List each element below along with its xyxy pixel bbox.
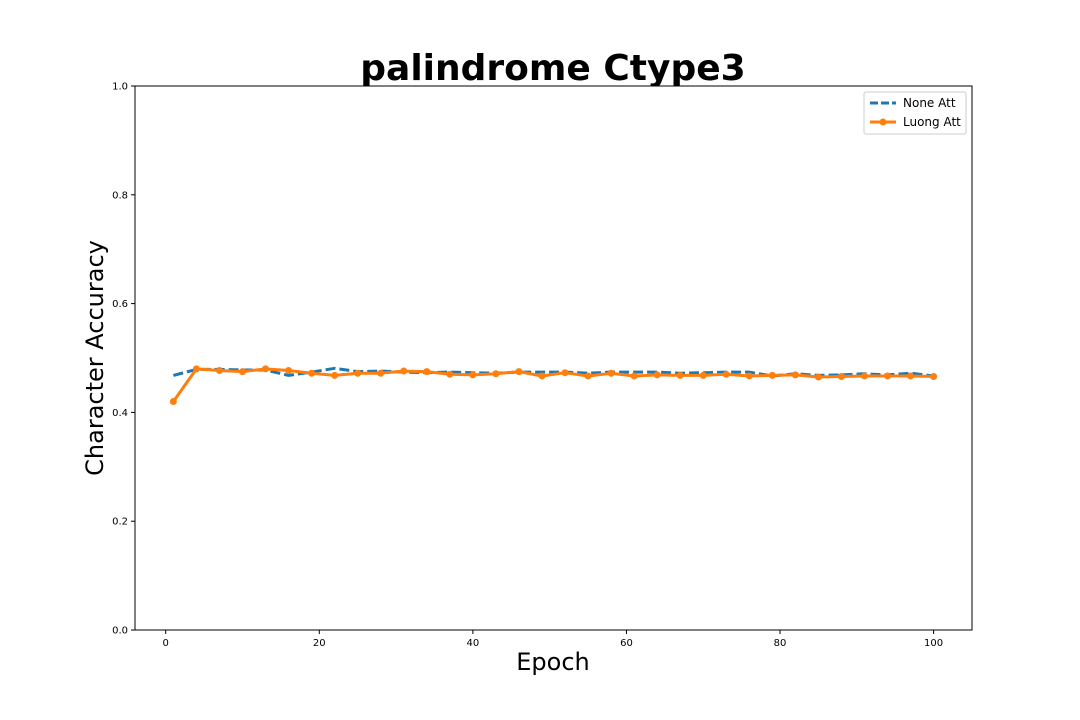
y-tick-label: 0.8: [112, 190, 128, 201]
data-point-luong-att: [768, 371, 776, 379]
x-tick-label: 20: [313, 638, 326, 649]
y-axis-ticks: 0.0 0.2 0.4 0.6 0.8 1.0: [112, 82, 135, 637]
x-tick-label: 80: [774, 638, 787, 649]
data-point-luong-att: [354, 369, 362, 377]
data-point-luong-att: [584, 372, 592, 380]
data-point-luong-att: [814, 373, 822, 381]
data-point-luong-att: [538, 372, 546, 380]
data-point-luong-att: [285, 367, 293, 375]
x-tick-label: 60: [620, 638, 633, 649]
data-point-luong-att: [446, 370, 454, 378]
y-tick-label: 0.4: [112, 408, 128, 419]
data-point-luong-att: [745, 372, 753, 380]
data-point-luong-att: [262, 365, 270, 373]
y-tick-label: 1.0: [112, 82, 128, 93]
x-tick-label: 40: [467, 638, 480, 649]
x-tick-label: 0: [163, 638, 169, 649]
x-axis-label: Epoch: [516, 648, 590, 676]
data-point-luong-att: [239, 368, 247, 376]
chart-title: palindrome Ctype3: [360, 48, 745, 89]
data-point-luong-att: [837, 372, 845, 380]
data-point-luong-att: [215, 367, 223, 375]
data-point-luong-att: [930, 372, 938, 380]
y-tick-label: 0.0: [112, 626, 128, 637]
data-point-luong-att: [377, 369, 385, 377]
legend-label-luong-att: Luong Att: [903, 115, 961, 129]
data-point-luong-att: [492, 370, 500, 378]
data-point-luong-att: [884, 372, 892, 380]
y-axis-label: Character Accuracy: [81, 240, 109, 476]
y-tick-label: 0.6: [112, 299, 128, 310]
data-point-luong-att: [653, 371, 661, 379]
data-point-luong-att: [676, 371, 684, 379]
data-point-luong-att: [400, 367, 408, 375]
legend: None Att Luong Att: [863, 91, 967, 135]
data-point-luong-att: [791, 371, 799, 379]
data-point-luong-att: [469, 371, 477, 379]
data-point-luong-att: [331, 371, 339, 379]
legend-label-none-att: None Att: [903, 96, 956, 110]
y-tick-label: 0.2: [112, 517, 128, 528]
data-point-luong-att: [722, 370, 730, 378]
data-point-luong-att: [192, 365, 200, 373]
data-point-luong-att: [630, 372, 638, 380]
data-point-luong-att: [561, 369, 569, 377]
data-point-luong-att: [169, 398, 177, 406]
x-tick-label: 100: [924, 638, 943, 649]
data-point-luong-att: [860, 372, 868, 380]
data-point-luong-att: [907, 372, 915, 380]
data-point-luong-att: [308, 369, 316, 377]
series-layer: [169, 365, 938, 406]
data-point-luong-att: [607, 369, 615, 377]
data-point-luong-att: [515, 368, 523, 376]
data-point-luong-att: [699, 371, 707, 379]
x-axis-ticks: 0 20 40 60 80 100: [163, 630, 943, 649]
series-line-luong-att: [172, 367, 934, 403]
data-point-luong-att: [423, 368, 431, 376]
legend-marker-luong-att: [879, 118, 887, 126]
plot-area-frame: [134, 85, 973, 631]
